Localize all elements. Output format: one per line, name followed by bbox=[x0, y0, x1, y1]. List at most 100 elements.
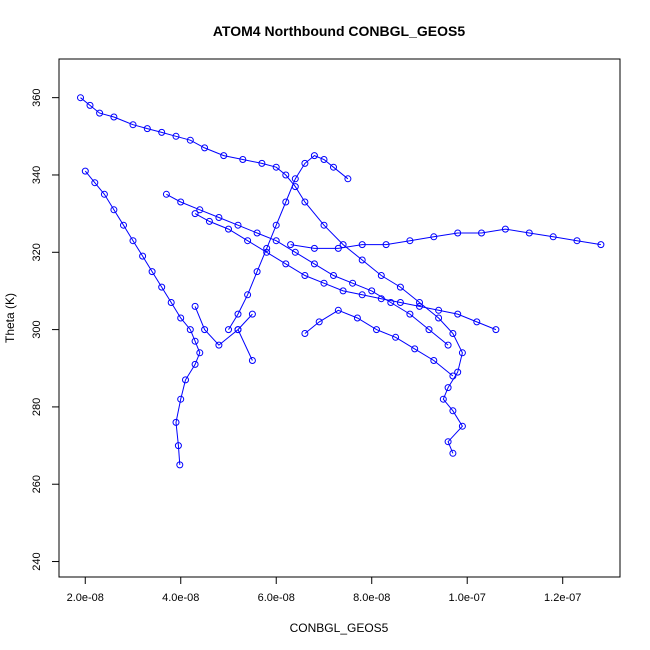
x-tick-label: 2.0e-08 bbox=[67, 592, 104, 604]
data-point bbox=[301, 272, 309, 279]
data-point bbox=[129, 121, 137, 129]
data-point bbox=[597, 241, 605, 249]
data-point bbox=[353, 314, 361, 322]
data-point bbox=[449, 449, 457, 457]
plot-frame bbox=[58, 58, 621, 578]
data-point bbox=[186, 136, 194, 144]
data-point bbox=[406, 237, 414, 245]
series-line bbox=[290, 228, 601, 249]
data-point bbox=[573, 237, 581, 245]
data-point bbox=[310, 260, 318, 268]
data-point bbox=[458, 349, 466, 357]
x-tick-label: 1.2e-07 bbox=[544, 592, 581, 604]
data-point bbox=[449, 407, 457, 415]
data-point bbox=[287, 241, 295, 249]
data-point bbox=[191, 337, 199, 345]
x-axis: 2.0e-08 4.0e-08 6.0e-08 8.0e-08 1.0e-07 1.2e-… bbox=[67, 576, 581, 604]
data-point bbox=[358, 256, 366, 264]
data-point bbox=[454, 310, 462, 318]
data-point bbox=[234, 310, 242, 318]
data-point bbox=[172, 132, 180, 140]
data-point bbox=[344, 175, 352, 183]
data-point bbox=[239, 156, 247, 163]
series-6 bbox=[191, 302, 256, 364]
series-1 bbox=[81, 167, 204, 469]
data-point bbox=[143, 125, 151, 133]
data-point bbox=[444, 341, 452, 349]
data-point bbox=[430, 233, 438, 241]
data-point bbox=[177, 314, 185, 322]
series-0 bbox=[77, 94, 466, 457]
data-point bbox=[272, 221, 280, 229]
data-point bbox=[435, 314, 443, 322]
data-point bbox=[382, 241, 390, 249]
data-point bbox=[444, 384, 452, 392]
data-point bbox=[148, 268, 156, 276]
data-point bbox=[258, 159, 266, 167]
y-tick-label: 360 bbox=[31, 88, 43, 106]
data-point bbox=[339, 287, 347, 295]
data-point bbox=[368, 287, 376, 295]
data-point bbox=[215, 341, 223, 349]
data-point bbox=[454, 229, 462, 237]
data-point bbox=[492, 326, 500, 334]
data-point bbox=[158, 128, 166, 136]
data-point bbox=[358, 291, 366, 299]
data-point bbox=[501, 225, 509, 233]
y-axis-label: Theta (K) bbox=[3, 293, 17, 343]
data-point bbox=[201, 144, 209, 152]
series-line bbox=[304, 309, 454, 377]
series-line bbox=[80, 97, 464, 454]
data-point bbox=[196, 206, 204, 214]
data-point bbox=[430, 357, 438, 364]
data-point bbox=[334, 244, 342, 252]
data-point bbox=[263, 248, 271, 256]
y-tick-label: 280 bbox=[31, 398, 43, 416]
x-tick-label: 8.0e-08 bbox=[353, 592, 390, 604]
data-point bbox=[330, 163, 337, 171]
data-point bbox=[310, 152, 318, 160]
data-point bbox=[454, 368, 462, 376]
data-point bbox=[449, 330, 457, 337]
data-point bbox=[234, 221, 242, 229]
data-point bbox=[387, 299, 395, 306]
data-point bbox=[444, 438, 452, 446]
data-point bbox=[301, 159, 309, 167]
data-point bbox=[272, 237, 280, 245]
data-point bbox=[244, 237, 252, 245]
data-point bbox=[167, 299, 175, 306]
data-point bbox=[396, 283, 404, 291]
x-tick-label: 4.0e-08 bbox=[162, 592, 199, 604]
data-point bbox=[248, 310, 256, 318]
data-point bbox=[358, 241, 366, 249]
data-point bbox=[301, 198, 309, 206]
data-point bbox=[373, 326, 380, 334]
chart-title: ATOM4 Northbound CONBGL_GEOS5 bbox=[213, 23, 465, 39]
data-point bbox=[263, 244, 271, 252]
data-point bbox=[177, 395, 185, 403]
data-point bbox=[100, 190, 108, 198]
series-7 bbox=[301, 306, 457, 380]
data-point bbox=[425, 326, 433, 334]
data-point bbox=[439, 395, 447, 403]
data-point bbox=[282, 260, 290, 268]
data-point bbox=[320, 279, 328, 287]
data-point bbox=[96, 109, 104, 117]
data-point bbox=[162, 190, 170, 198]
data-point bbox=[176, 461, 184, 469]
data-point bbox=[416, 302, 423, 310]
series-3 bbox=[287, 225, 605, 252]
data-point bbox=[110, 206, 118, 214]
data-point bbox=[272, 163, 280, 171]
y-tick-label: 240 bbox=[31, 552, 43, 570]
data-point bbox=[215, 214, 223, 221]
data-point bbox=[248, 357, 256, 364]
data-point bbox=[291, 248, 299, 256]
series-5 bbox=[162, 190, 452, 349]
data-point bbox=[86, 101, 94, 109]
data-point bbox=[315, 318, 323, 326]
data-point bbox=[549, 233, 557, 241]
data-point bbox=[225, 326, 232, 334]
x-tick-label: 6.0e-08 bbox=[258, 592, 295, 604]
